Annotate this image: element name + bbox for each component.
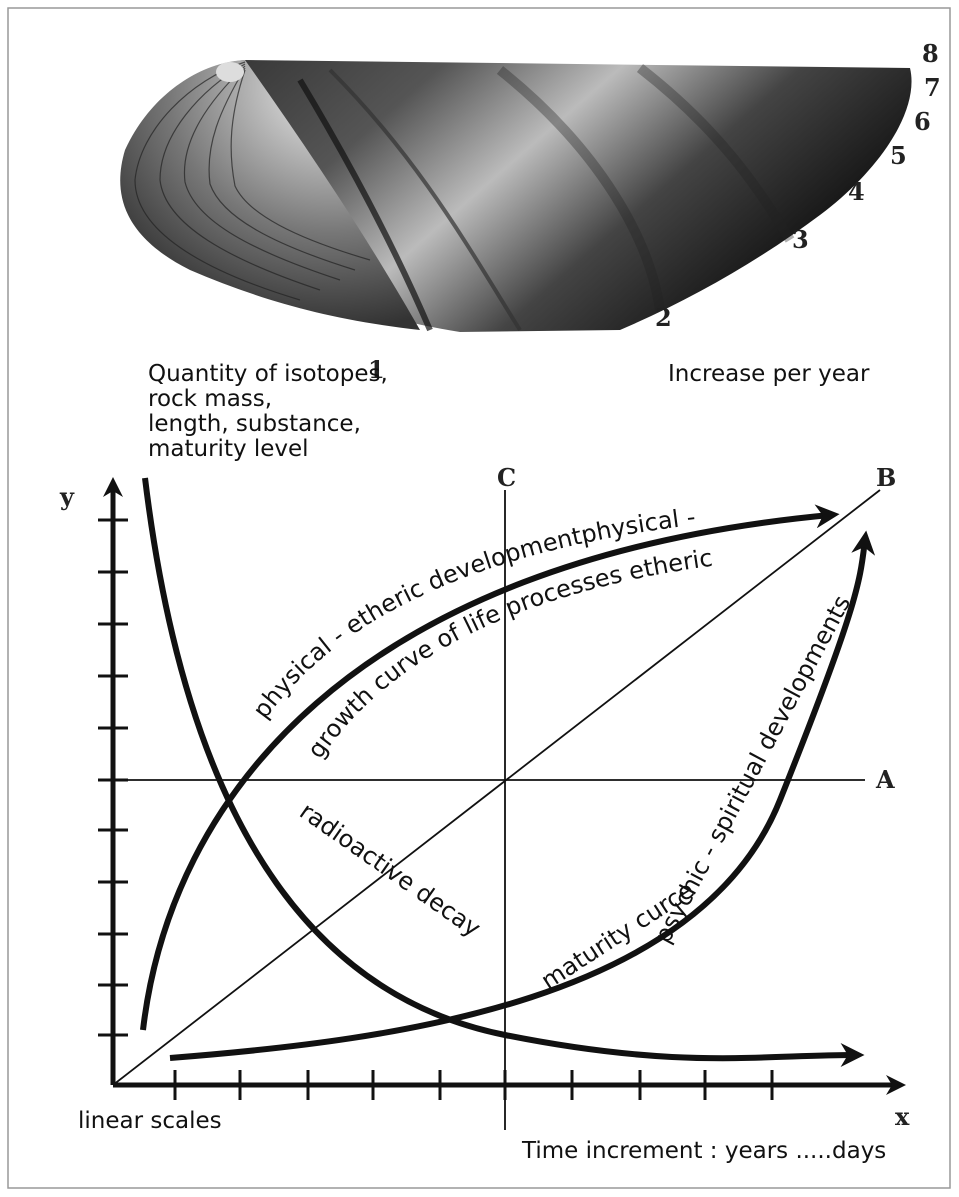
ring-number: 8 — [922, 39, 939, 68]
ring-number: 7 — [924, 73, 941, 102]
ring-number: 1 — [368, 355, 385, 384]
frame — [7, 7, 951, 1189]
ring-number: 4 — [848, 177, 865, 206]
x-axis-label: x — [895, 1102, 910, 1131]
scale-label: linear scales — [78, 1108, 222, 1134]
ring-number: 2 — [655, 303, 672, 332]
ring-number: 6 — [914, 107, 931, 136]
increase-label: Increase per year — [668, 361, 870, 387]
ring-number: 5 — [890, 141, 907, 170]
line-label: A — [875, 765, 895, 794]
quantity-label: Quantity of isotopes, — [148, 361, 388, 387]
graph — [98, 477, 906, 1130]
quantity-label: length, substance, — [148, 411, 361, 437]
line-label: C — [497, 463, 516, 492]
y-axis-label: y — [59, 482, 75, 511]
line-label: B — [876, 463, 896, 492]
curve-label: growth curve of life processes etheric — [302, 544, 714, 764]
ring-number: 3 — [792, 225, 809, 254]
shell — [120, 60, 912, 332]
time-label: Time increment : years .....days — [521, 1138, 886, 1164]
quantity-label: maturity level — [148, 436, 309, 462]
quantity-label: rock mass, — [148, 386, 272, 412]
curve-label: growth curve of life processes etheric — [302, 544, 714, 764]
